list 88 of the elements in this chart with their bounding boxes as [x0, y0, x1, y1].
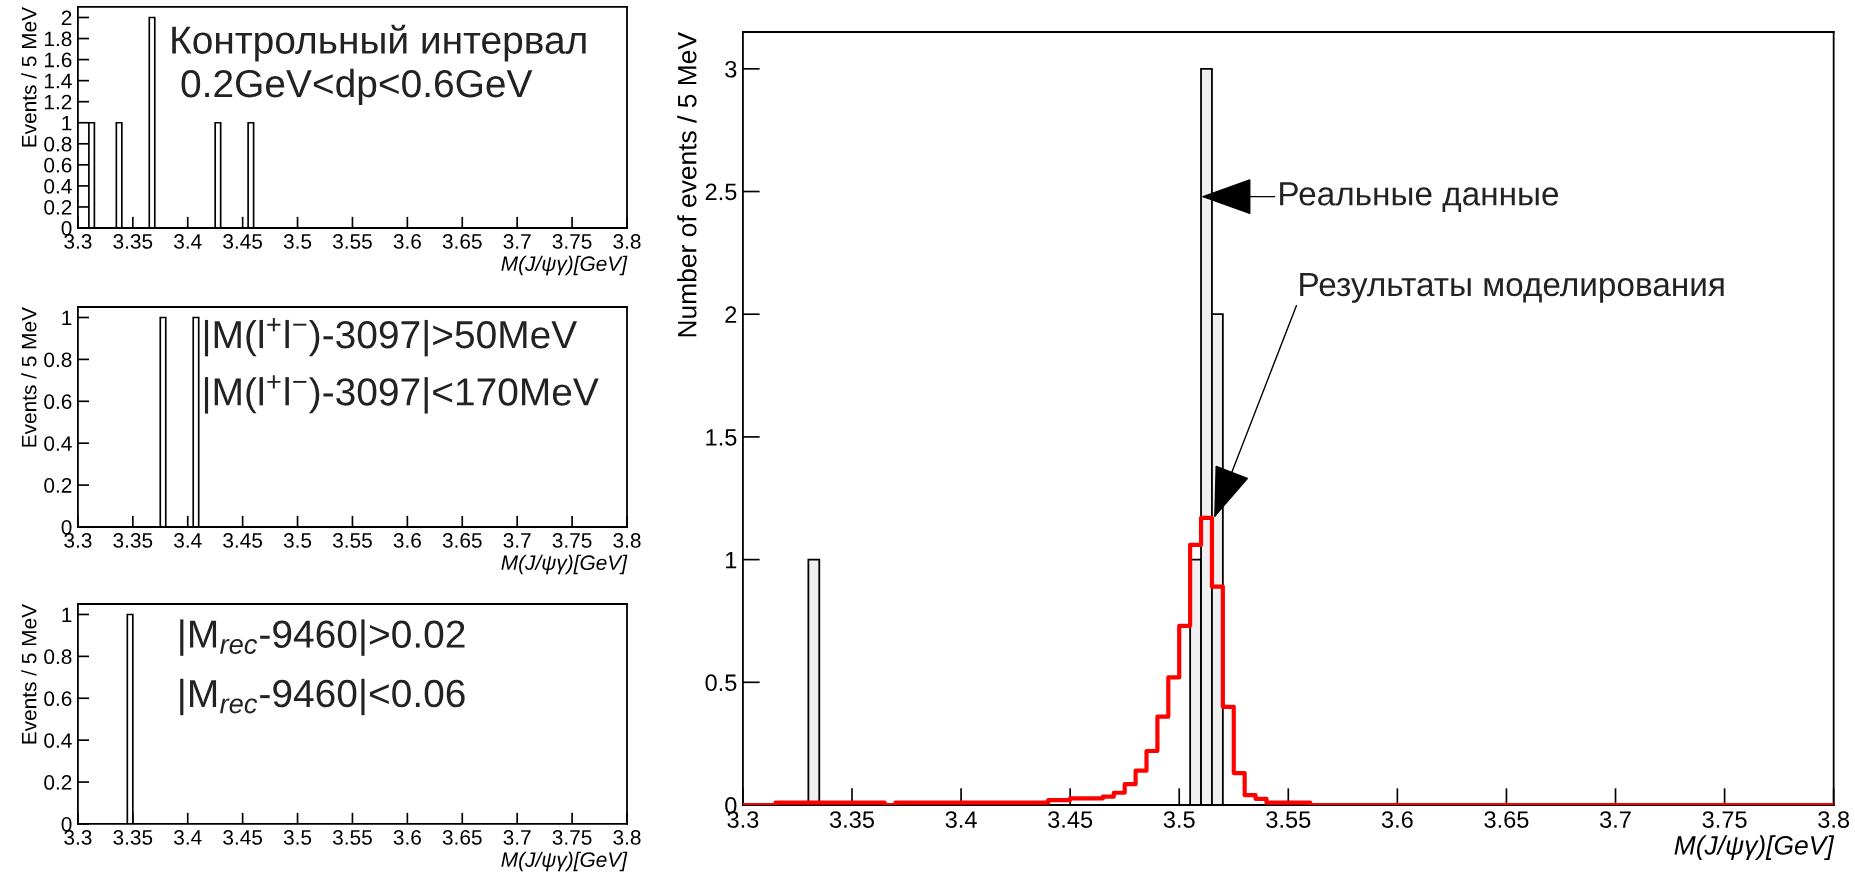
- annotation: |M$_{rec}$-9460|>0.02: [180, 619, 465, 656]
- x-tick-label: 3.3: [64, 533, 92, 548]
- y-tick-label: 0.2: [44, 478, 72, 493]
- y-tick-label: 1: [62, 310, 72, 326]
- x-tick-label: 3.7: [1600, 811, 1631, 828]
- x-tick-label: 3.8: [613, 533, 641, 548]
- x-tick-label: 3.5: [283, 830, 312, 845]
- y-tick-label: 0.8: [44, 352, 72, 368]
- x-tick-label: 3.55: [1266, 811, 1311, 828]
- annotation: Результаты моделирования: [1300, 273, 1724, 303]
- y-tick-label: 0.6: [44, 691, 72, 707]
- x-axis-title: M(J/ψγ)[GeV]: [1674, 835, 1835, 860]
- x-tick-label: 3.75: [552, 533, 592, 548]
- x-tick-label: 3.6: [393, 234, 421, 249]
- x-tick-label: 3.55: [332, 533, 372, 548]
- x-tick-label: 3.75: [1702, 811, 1747, 828]
- y-tick-label: 0.4: [44, 733, 72, 748]
- y-tick-label: 0.6: [44, 157, 72, 173]
- x-tick-label: 3.5: [1163, 811, 1195, 828]
- x-tick-label: 3.7: [503, 533, 531, 548]
- x-tick-label: 3.5: [283, 234, 312, 249]
- y-tick-label: 1.8: [44, 31, 72, 47]
- y-tick-label: 1.4: [44, 73, 72, 89]
- x-tick-label: 3.8: [613, 830, 641, 845]
- y-tick-label: 3: [725, 60, 737, 78]
- x-tick-label: 3.8: [1818, 811, 1850, 828]
- x-tick-label: 3.65: [442, 533, 482, 548]
- annotation: |M(l$^{+}$l$^{−}$)-3097|<170MeV: [204, 375, 599, 414]
- x-tick-label: 3.35: [829, 811, 874, 828]
- y-tick-label: 2: [61, 10, 72, 26]
- y-tick-label: 0.2: [44, 199, 72, 215]
- y-axis-title: Events / 5 MeV: [21, 7, 37, 147]
- x-tick-label: 3.8: [613, 234, 641, 249]
- x-tick-label: 3.65: [1484, 811, 1529, 828]
- x-tick-label: 3.65: [442, 830, 482, 845]
- y-tick-label: 0: [61, 221, 72, 236]
- y-tick-label: 1.6: [44, 52, 72, 68]
- x-tick-label: 3.45: [223, 234, 263, 249]
- x-tick-label: 3.55: [332, 830, 372, 845]
- x-tick-label: 3.6: [393, 533, 421, 548]
- annotation: |M$_{rec}$-9460|<0.06: [180, 678, 465, 716]
- y-tick-label: 0: [61, 520, 72, 535]
- x-tick-label: 3.55: [332, 234, 372, 249]
- x-tick-label: 3.4: [945, 811, 977, 828]
- annotation: Контрольный интервал: [172, 24, 586, 62]
- x-tick-label: 3.7: [503, 830, 531, 845]
- x-tick-label: 3.7: [503, 234, 531, 249]
- y-tick-label: 1: [62, 115, 72, 131]
- y-tick-label: 0.5: [705, 674, 737, 692]
- annotation: Реальные данные: [1280, 182, 1559, 212]
- y-tick-label: 2: [725, 306, 737, 323]
- y-tick-label: 1.2: [44, 94, 72, 110]
- annotation: |M(l$^{+}$l$^{−}$)-3097|>50MeV: [204, 318, 578, 357]
- y-tick-label: 1.5: [706, 429, 737, 446]
- x-tick-label: 3.3: [64, 830, 92, 845]
- annotation: 0.2GeV<dp<0.6GeV: [181, 68, 533, 106]
- x-tick-label: 3.45: [223, 830, 263, 845]
- y-tick-label: 0.2: [44, 775, 72, 790]
- x-tick-label: 3.6: [393, 830, 421, 845]
- x-tick-label: 3.35: [113, 234, 153, 249]
- y-axis-title: Number of events / 5 MeV: [677, 32, 697, 337]
- x-tick-label: 3.4: [174, 830, 202, 845]
- x-tick-label: 3.4: [174, 533, 202, 548]
- y-tick-label: 1: [726, 551, 737, 569]
- x-axis-title: M(J/ψγ)[GeV]: [501, 554, 628, 575]
- x-tick-label: 3.45: [223, 533, 263, 548]
- x-tick-label: 3.6: [1381, 811, 1413, 828]
- y-tick-label: 0.6: [44, 394, 72, 410]
- y-tick-label: 0.8: [44, 136, 72, 152]
- y-tick-label: 1: [62, 607, 72, 623]
- x-axis-title: M(J/ψγ)[GeV]: [501, 255, 628, 276]
- x-tick-label: 3.45: [1048, 811, 1093, 828]
- y-tick-label: 0: [61, 816, 72, 832]
- x-tick-label: 3.3: [64, 234, 92, 249]
- x-tick-label: 3.5: [283, 533, 312, 548]
- y-axis-title: Events / 5 MeV: [21, 604, 37, 744]
- y-tick-label: 0.4: [44, 436, 72, 451]
- x-tick-label: 3.75: [552, 234, 592, 249]
- x-tick-label: 3.35: [113, 533, 153, 548]
- x-axis-title: M(J/ψγ)[GeV]: [501, 851, 628, 872]
- y-tick-label: 0.8: [44, 649, 72, 665]
- y-axis-title: Events / 5 MeV: [21, 307, 37, 447]
- x-tick-label: 3.65: [442, 234, 482, 249]
- x-tick-label: 3.35: [113, 830, 153, 845]
- y-tick-label: 2.5: [705, 183, 737, 201]
- x-tick-label: 3.75: [552, 830, 592, 845]
- x-tick-label: 3.4: [174, 234, 202, 249]
- y-tick-label: 0.4: [44, 178, 72, 194]
